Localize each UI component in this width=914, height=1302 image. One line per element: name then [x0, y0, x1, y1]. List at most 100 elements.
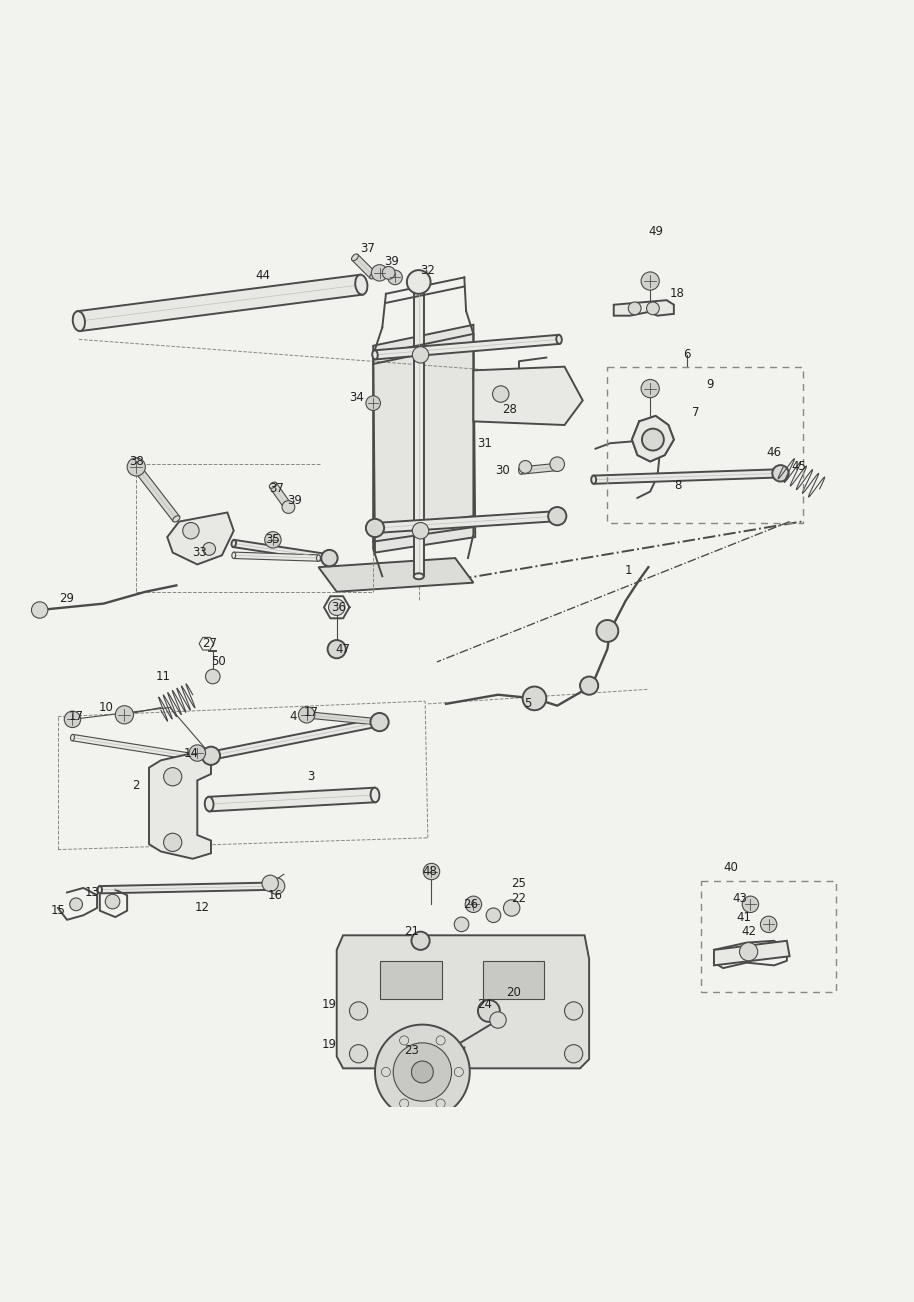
Text: 11: 11: [156, 671, 171, 684]
Text: 29: 29: [59, 591, 75, 604]
Ellipse shape: [231, 540, 236, 547]
Ellipse shape: [370, 272, 377, 279]
Text: 24: 24: [477, 999, 492, 1012]
Polygon shape: [520, 464, 558, 474]
Text: 23: 23: [404, 1044, 419, 1057]
Circle shape: [299, 707, 314, 723]
Text: 45: 45: [792, 461, 806, 474]
Circle shape: [478, 1000, 500, 1022]
Text: 46: 46: [767, 445, 781, 458]
Text: 25: 25: [512, 876, 526, 889]
Ellipse shape: [70, 734, 74, 741]
Circle shape: [493, 385, 509, 402]
Ellipse shape: [372, 350, 377, 359]
Circle shape: [742, 896, 759, 913]
Ellipse shape: [518, 467, 523, 474]
Ellipse shape: [214, 758, 218, 763]
Circle shape: [597, 620, 618, 642]
Circle shape: [523, 686, 547, 710]
Text: 40: 40: [723, 862, 738, 875]
Circle shape: [164, 833, 182, 852]
Circle shape: [454, 917, 469, 932]
Text: 18: 18: [670, 288, 685, 301]
Text: 34: 34: [349, 391, 364, 404]
Circle shape: [189, 745, 206, 762]
Polygon shape: [375, 512, 558, 533]
Text: 9: 9: [707, 379, 714, 392]
Circle shape: [183, 522, 199, 539]
Circle shape: [407, 270, 430, 294]
Circle shape: [265, 531, 282, 548]
Polygon shape: [613, 301, 674, 315]
Text: 32: 32: [420, 263, 435, 276]
Text: 31: 31: [477, 436, 492, 449]
Text: 8: 8: [674, 479, 681, 492]
Circle shape: [504, 900, 520, 917]
Text: 49: 49: [648, 225, 664, 238]
Circle shape: [282, 501, 295, 513]
Ellipse shape: [285, 504, 292, 510]
Circle shape: [269, 878, 285, 894]
Text: 37: 37: [360, 242, 375, 255]
Text: 39: 39: [287, 495, 303, 508]
Ellipse shape: [377, 717, 382, 727]
Circle shape: [375, 1025, 470, 1120]
Text: 22: 22: [512, 892, 526, 905]
Ellipse shape: [327, 555, 332, 561]
Ellipse shape: [274, 883, 279, 889]
Text: 39: 39: [384, 255, 399, 268]
Ellipse shape: [133, 464, 140, 470]
Text: 33: 33: [193, 546, 207, 559]
Text: 50: 50: [211, 655, 226, 668]
Polygon shape: [72, 734, 216, 763]
Text: 43: 43: [732, 892, 747, 905]
Text: 13: 13: [85, 885, 100, 898]
Text: 28: 28: [503, 404, 517, 417]
Ellipse shape: [73, 311, 85, 331]
Ellipse shape: [356, 275, 367, 294]
Circle shape: [739, 943, 758, 961]
Text: 38: 38: [129, 454, 143, 467]
Circle shape: [412, 522, 429, 539]
Circle shape: [399, 1099, 409, 1108]
Polygon shape: [593, 469, 781, 484]
Text: 30: 30: [495, 464, 510, 477]
Circle shape: [382, 267, 395, 279]
Text: 2: 2: [133, 780, 140, 793]
Circle shape: [164, 768, 182, 786]
Polygon shape: [149, 753, 211, 859]
Polygon shape: [336, 935, 590, 1069]
Text: 5: 5: [525, 698, 532, 711]
Polygon shape: [373, 324, 475, 552]
Text: 4: 4: [289, 710, 297, 723]
Circle shape: [548, 506, 567, 525]
Polygon shape: [270, 483, 292, 509]
Bar: [483, 961, 545, 999]
Text: 41: 41: [737, 910, 751, 923]
Circle shape: [436, 1036, 445, 1046]
Ellipse shape: [208, 751, 214, 760]
Circle shape: [580, 677, 599, 695]
Text: 20: 20: [506, 986, 521, 999]
Circle shape: [371, 264, 388, 281]
Circle shape: [412, 346, 429, 363]
Ellipse shape: [414, 573, 424, 579]
Circle shape: [206, 669, 220, 684]
Circle shape: [127, 458, 145, 477]
Text: 44: 44: [255, 270, 271, 283]
Circle shape: [411, 1061, 433, 1083]
Text: 42: 42: [741, 926, 756, 939]
Circle shape: [628, 302, 641, 315]
Text: 36: 36: [331, 600, 346, 613]
Polygon shape: [375, 335, 559, 359]
Polygon shape: [414, 283, 424, 577]
Circle shape: [642, 428, 664, 450]
Polygon shape: [473, 367, 583, 424]
Polygon shape: [306, 712, 380, 725]
Text: 12: 12: [195, 901, 209, 914]
Circle shape: [550, 457, 565, 471]
Circle shape: [760, 917, 777, 932]
Ellipse shape: [304, 712, 309, 717]
Circle shape: [262, 875, 279, 892]
Polygon shape: [318, 559, 473, 592]
